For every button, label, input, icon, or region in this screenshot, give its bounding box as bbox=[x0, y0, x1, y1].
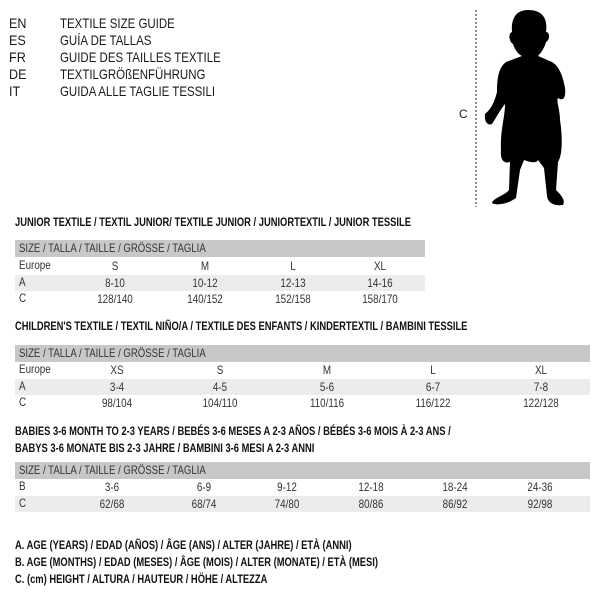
lang-title: GUIDA ALLE TAGLIE TESSILI bbox=[60, 83, 216, 99]
table-cell: L bbox=[290, 259, 296, 273]
table-cell: 74/80 bbox=[274, 496, 300, 511]
table-cell: 62/68 bbox=[99, 496, 125, 511]
table-row: A 8-10 10-12 12-13 14-16 bbox=[15, 274, 425, 291]
table-cell: XL bbox=[373, 259, 387, 273]
row-label: A bbox=[19, 274, 26, 289]
table-cell: 8-10 bbox=[105, 275, 125, 290]
row-label: Europe bbox=[19, 258, 51, 272]
table-cell: XS bbox=[110, 363, 124, 377]
table-cell: 104/110 bbox=[202, 396, 238, 410]
table-cell: 116/122 bbox=[415, 396, 451, 410]
table-cell: M bbox=[200, 259, 210, 273]
table-cell: 3-4 bbox=[109, 379, 125, 394]
lang-title: TEXTILGRÖßENFÜHRUNG bbox=[60, 66, 206, 82]
row-label: C bbox=[19, 495, 27, 510]
table-title: CHILDREN'S TEXTILE / TEXTIL NIÑO/A / TEX… bbox=[15, 319, 468, 333]
table-cell: 122/128 bbox=[523, 396, 559, 410]
size-header-label: SIZE / TALLA / TAILLE / GRÖSSE / TAGLIA bbox=[19, 346, 206, 360]
table-cell: 158/170 bbox=[362, 292, 398, 306]
lang-code: ES bbox=[9, 32, 26, 48]
lang-title: TEXTILE SIZE GUIDE bbox=[60, 15, 175, 31]
table-cell: 9-12 bbox=[277, 480, 297, 494]
table-cell: 152/158 bbox=[275, 292, 311, 306]
legend-c: C. (cm) HEIGHT / ALTURA / HAUTEUR / HÖHE… bbox=[15, 572, 268, 586]
table-cell: XL bbox=[534, 363, 548, 377]
table-row: Europe S M L XL bbox=[15, 258, 425, 274]
table-cell: S bbox=[216, 363, 224, 377]
table-cell: 3-6 bbox=[104, 480, 120, 494]
table-cell: 14-16 bbox=[367, 275, 393, 290]
table-cell: 5-6 bbox=[319, 379, 335, 394]
lang-code: EN bbox=[9, 15, 27, 31]
table-cell: S bbox=[111, 259, 119, 273]
table-row: Europe XS S M L XL bbox=[15, 362, 590, 378]
size-header-bar: SIZE / TALLA / TAILLE / GRÖSSE / TAGLIA bbox=[15, 462, 590, 479]
table-cell: 92/98 bbox=[527, 496, 553, 511]
row-label: B bbox=[19, 479, 26, 493]
table-row: C 98/104 104/110 110/116 116/122 122/128 bbox=[15, 395, 590, 411]
table-cell: 7-8 bbox=[533, 379, 549, 394]
table-row: C 62/68 68/74 74/80 80/86 86/92 92/98 bbox=[15, 495, 590, 512]
size-header-bar: SIZE / TALLA / TAILLE / GRÖSSE / TAGLIA bbox=[15, 240, 425, 257]
row-label: A bbox=[19, 378, 26, 393]
table-row: C 128/140 140/152 152/158 158/170 bbox=[15, 291, 425, 307]
legend-b: B. AGE (MONTHS) / EDAD (MESES) / ÂGE (MO… bbox=[15, 555, 378, 569]
table-cell: 6-7 bbox=[425, 379, 441, 394]
table-cell: 12-13 bbox=[280, 275, 306, 290]
size-header-bar: SIZE / TALLA / TAILLE / GRÖSSE / TAGLIA bbox=[15, 345, 590, 362]
lang-code: FR bbox=[9, 49, 26, 65]
table-cell: 80/86 bbox=[358, 496, 384, 511]
table-cell: 10-12 bbox=[192, 275, 218, 290]
table-title: JUNIOR TEXTILE / TEXTIL JUNIOR/ TEXTILE … bbox=[15, 215, 411, 229]
table-cell: 6-9 bbox=[196, 480, 212, 494]
measure-label: C bbox=[459, 107, 468, 121]
table-row: B 3-6 6-9 9-12 12-18 18-24 24-36 bbox=[15, 479, 590, 495]
lang-code: IT bbox=[9, 83, 21, 99]
table-title-line2: BABYS 3-6 MONATE BIS 2-3 JAHRE / BAMBINI… bbox=[15, 441, 315, 455]
table-cell: 24-36 bbox=[527, 480, 553, 494]
table-cell: 98/104 bbox=[101, 396, 133, 410]
legend-a: A. AGE (YEARS) / EDAD (AÑOS) / ÂGE (ANS)… bbox=[15, 538, 352, 552]
table-cell: 128/140 bbox=[97, 292, 133, 306]
row-label: C bbox=[19, 395, 27, 409]
table-cell: 110/116 bbox=[309, 396, 345, 410]
table-cell: 68/74 bbox=[191, 496, 217, 511]
lang-title: GUIDE DES TAILLES TEXTILE bbox=[60, 49, 221, 65]
table-row: A 3-4 4-5 5-6 6-7 7-8 bbox=[15, 378, 590, 395]
table-cell: L bbox=[430, 363, 436, 377]
lang-code: DE bbox=[9, 66, 27, 82]
table-cell: 18-24 bbox=[442, 480, 468, 494]
table-title: BABIES 3-6 MONTH TO 2-3 YEARS / BEBÉS 3-… bbox=[15, 424, 451, 438]
size-header-label: SIZE / TALLA / TAILLE / GRÖSSE / TAGLIA bbox=[19, 241, 206, 255]
table-cell: M bbox=[322, 363, 332, 377]
row-label: C bbox=[19, 291, 27, 305]
row-label: Europe bbox=[19, 362, 51, 376]
table-cell: 140/152 bbox=[187, 292, 223, 306]
table-cell: 86/92 bbox=[442, 496, 468, 511]
table-cell: 4-5 bbox=[212, 379, 228, 394]
child-silhouette-icon bbox=[475, 10, 566, 207]
size-header-label: SIZE / TALLA / TAILLE / GRÖSSE / TAGLIA bbox=[19, 463, 206, 477]
lang-title: GUÍA DE TALLAS bbox=[60, 32, 152, 48]
table-cell: 12-18 bbox=[358, 480, 384, 494]
